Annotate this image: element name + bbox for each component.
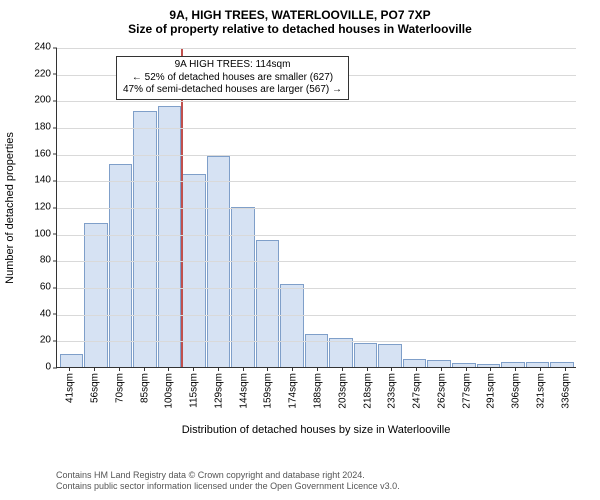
gridline	[57, 208, 576, 209]
gridline	[57, 315, 576, 316]
y-tick-label: 80	[40, 255, 57, 266]
histogram-bar	[231, 207, 255, 367]
y-axis-label: Number of detached properties	[4, 132, 16, 284]
x-tick-mark	[490, 367, 491, 371]
x-tick-label: 100sqm	[162, 373, 175, 409]
x-tick-mark	[416, 367, 417, 371]
annotation-line2: ← 52% of detached houses are smaller (62…	[123, 72, 342, 85]
x-tick-mark	[441, 367, 442, 371]
x-tick-mark	[243, 367, 244, 371]
footer-attribution: Contains HM Land Registry data © Crown c…	[56, 470, 400, 493]
x-tick-label: 277sqm	[459, 373, 472, 409]
y-tick-label: 240	[34, 42, 57, 53]
histogram-bar	[403, 359, 427, 367]
x-tick-label: 262sqm	[434, 373, 447, 409]
x-tick-mark	[515, 367, 516, 371]
x-tick-mark	[267, 367, 268, 371]
histogram-bar	[109, 164, 133, 367]
histogram-bar	[133, 111, 157, 367]
gridline	[57, 261, 576, 262]
x-tick-mark	[119, 367, 120, 371]
histogram-bar	[256, 240, 280, 367]
x-tick-mark	[168, 367, 169, 371]
histogram-bar	[526, 362, 550, 367]
gridline	[57, 48, 576, 49]
histogram-bar	[501, 362, 525, 367]
annotation-line1: 9A HIGH TREES: 114sqm	[123, 59, 342, 72]
gridline	[57, 288, 576, 289]
x-tick-label: 159sqm	[261, 373, 274, 409]
x-tick-mark	[94, 367, 95, 371]
footer-line1: Contains HM Land Registry data © Crown c…	[56, 470, 400, 481]
x-tick-label: 129sqm	[211, 373, 224, 409]
y-tick-label: 40	[40, 308, 57, 319]
histogram-bar	[378, 344, 402, 367]
x-tick-label: 41sqm	[63, 373, 76, 403]
x-tick-label: 203sqm	[335, 373, 348, 409]
histogram-bar	[280, 284, 304, 367]
y-tick-label: 120	[34, 202, 57, 213]
x-tick-mark	[218, 367, 219, 371]
y-tick-label: 140	[34, 175, 57, 186]
y-tick-label: 200	[34, 95, 57, 106]
gridline	[57, 235, 576, 236]
x-tick-label: 336sqm	[558, 373, 571, 409]
x-tick-label: 306sqm	[509, 373, 522, 409]
x-tick-label: 233sqm	[385, 373, 398, 409]
x-tick-mark	[342, 367, 343, 371]
chart-container: 9A, HIGH TREES, WATERLOOVILLE, PO7 7XP S…	[0, 0, 600, 500]
x-tick-mark	[69, 367, 70, 371]
histogram-bar	[477, 364, 501, 367]
x-tick-label: 85sqm	[137, 373, 150, 403]
x-tick-mark	[565, 367, 566, 371]
histogram-bar	[452, 363, 476, 367]
x-tick-label: 188sqm	[311, 373, 324, 409]
title-line2: Size of property relative to detached ho…	[0, 22, 600, 36]
histogram-bar	[60, 354, 84, 367]
histogram-bar	[305, 334, 329, 367]
histogram-bar	[550, 362, 574, 367]
y-tick-label: 100	[34, 228, 57, 239]
y-tick-label: 0	[45, 362, 57, 373]
histogram-bar	[84, 223, 108, 367]
x-tick-label: 291sqm	[484, 373, 497, 409]
x-tick-mark	[367, 367, 368, 371]
gridline	[57, 341, 576, 342]
y-tick-label: 160	[34, 148, 57, 159]
title-line1: 9A, HIGH TREES, WATERLOOVILLE, PO7 7XP	[0, 8, 600, 22]
gridline	[57, 101, 576, 102]
y-tick-label: 180	[34, 122, 57, 133]
x-tick-label: 70sqm	[112, 373, 125, 403]
x-tick-label: 144sqm	[236, 373, 249, 409]
footer-line2: Contains public sector information licen…	[56, 481, 400, 492]
x-tick-label: 247sqm	[410, 373, 423, 409]
y-tick-label: 220	[34, 68, 57, 79]
x-tick-label: 218sqm	[360, 373, 373, 409]
x-tick-mark	[391, 367, 392, 371]
x-axis-label: Distribution of detached houses by size …	[182, 424, 451, 436]
x-tick-label: 56sqm	[88, 373, 101, 403]
x-tick-mark	[317, 367, 318, 371]
x-tick-mark	[193, 367, 194, 371]
gridline	[57, 181, 576, 182]
annotation-line3: 47% of semi-detached houses are larger (…	[123, 84, 342, 97]
gridline	[57, 128, 576, 129]
x-tick-label: 321sqm	[533, 373, 546, 409]
x-tick-mark	[292, 367, 293, 371]
y-tick-label: 60	[40, 282, 57, 293]
x-tick-label: 174sqm	[286, 373, 299, 409]
histogram-bar	[427, 360, 451, 367]
y-tick-label: 20	[40, 335, 57, 346]
x-tick-mark	[466, 367, 467, 371]
x-tick-mark	[144, 367, 145, 371]
x-tick-label: 115sqm	[187, 373, 200, 408]
chart-title: 9A, HIGH TREES, WATERLOOVILLE, PO7 7XP S…	[0, 0, 600, 37]
x-tick-mark	[540, 367, 541, 371]
histogram-bar	[354, 343, 378, 367]
annotation-box: 9A HIGH TREES: 114sqm ← 52% of detached …	[116, 56, 349, 100]
gridline	[57, 155, 576, 156]
histogram-bar	[158, 106, 182, 367]
histogram-bar	[182, 174, 206, 367]
